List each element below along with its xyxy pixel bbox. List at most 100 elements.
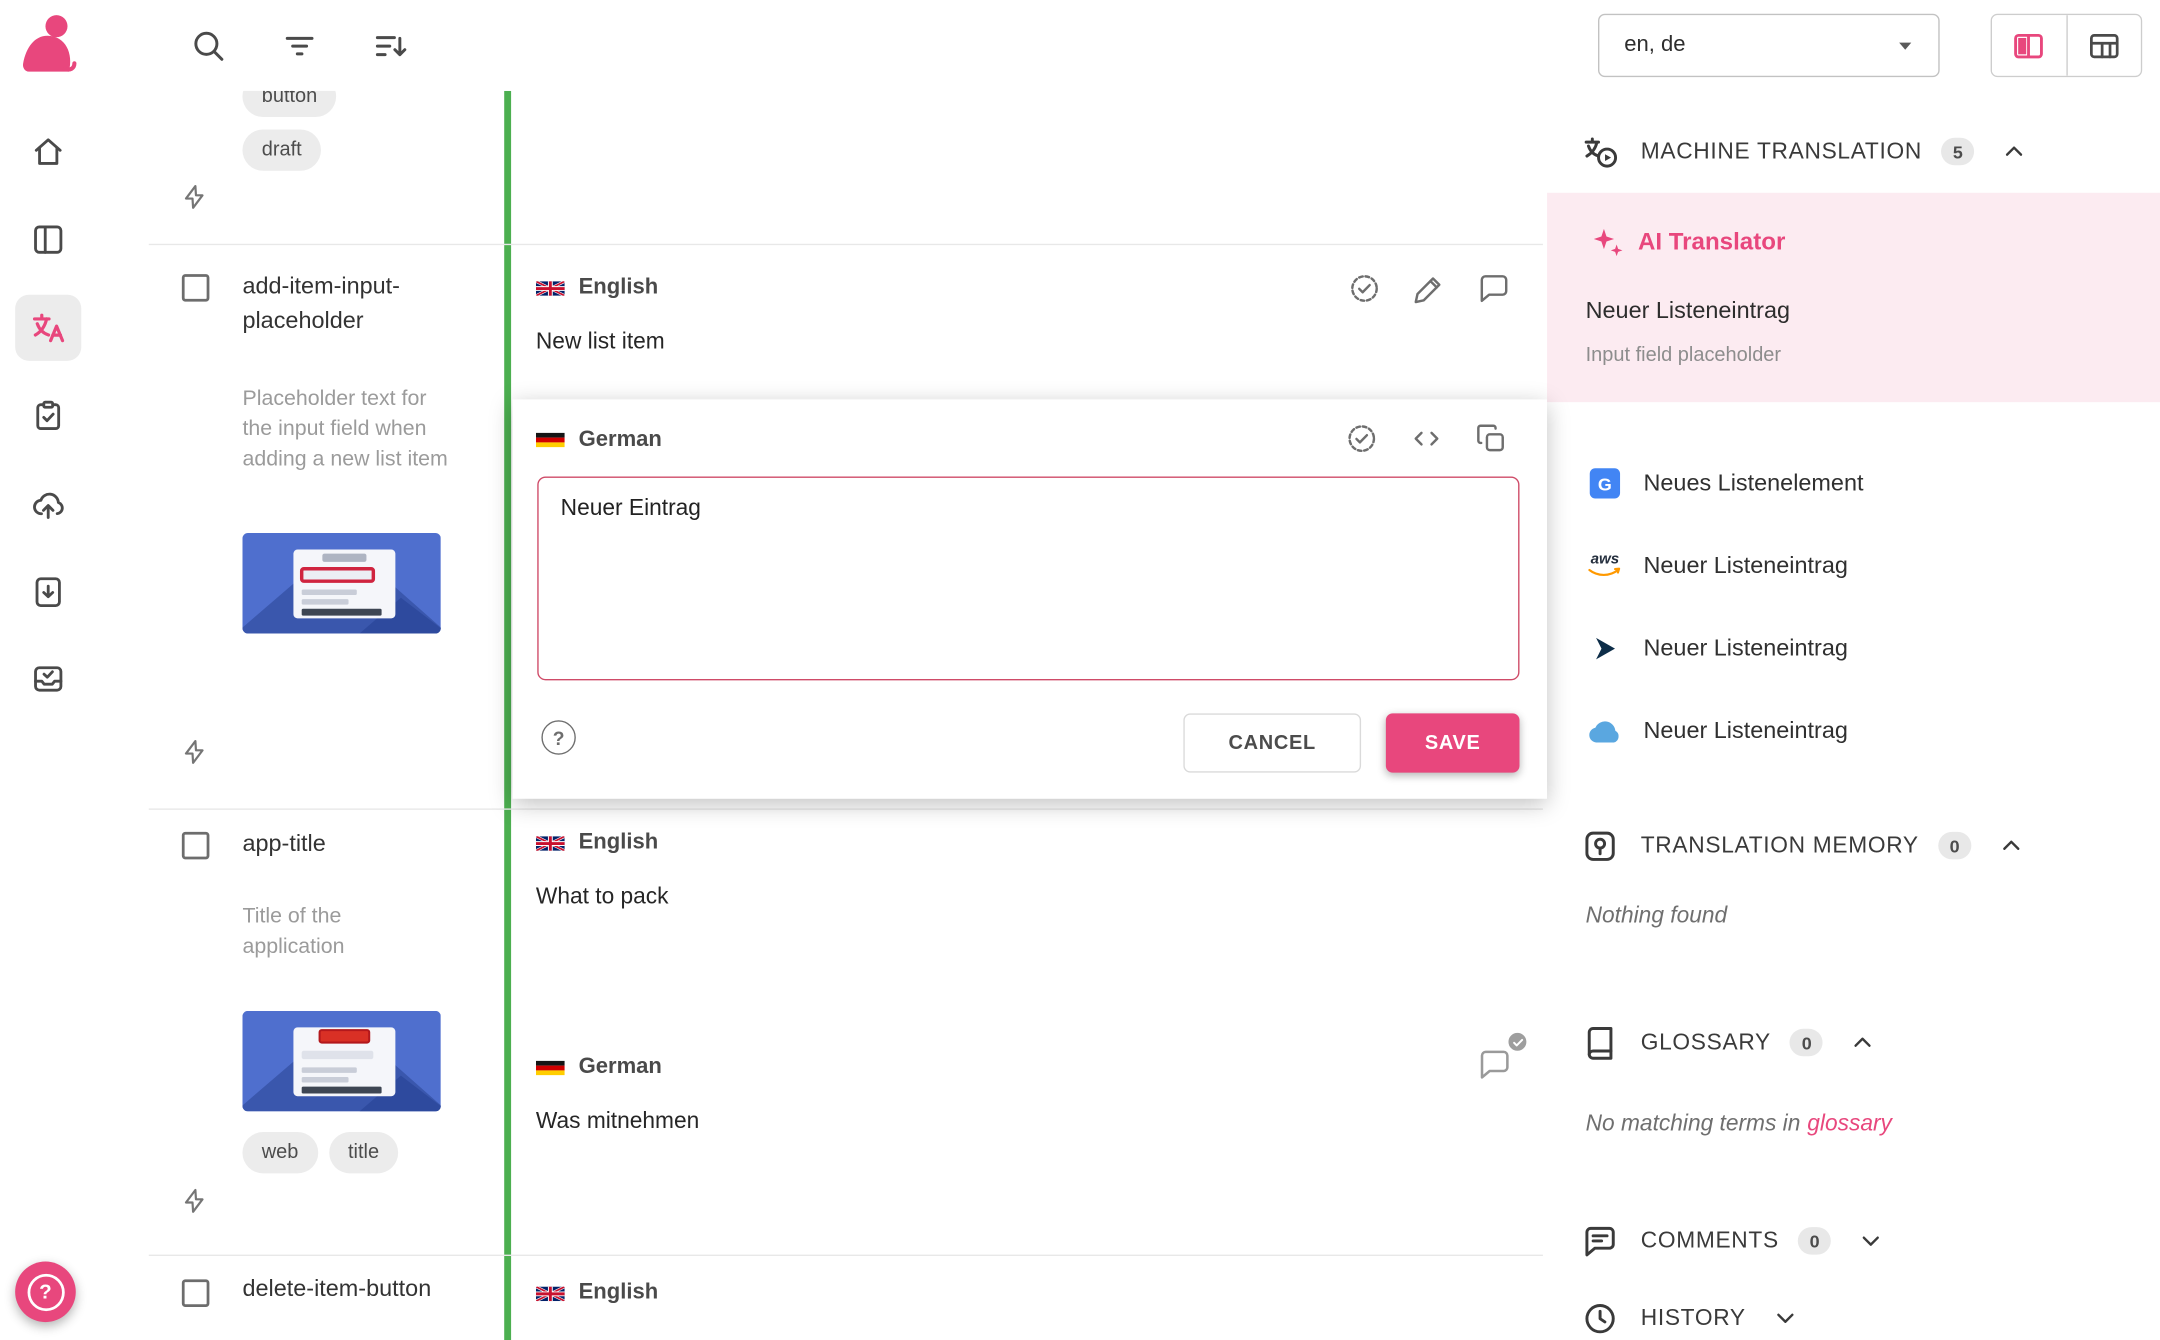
machine-translation-section-header[interactable]: MACHINE TRANSLATION 5	[1547, 121, 2160, 182]
key-checkbox[interactable]	[181, 1279, 210, 1307]
sidebar-item-export[interactable]	[15, 559, 81, 625]
dropdown-arrow-icon	[1899, 42, 1912, 50]
language-label: English	[578, 1280, 659, 1305]
topbar: en, de	[0, 0, 2160, 91]
check-badge-icon	[1505, 1030, 1530, 1054]
key-screenshot-thumbnail[interactable]	[242, 1010, 441, 1112]
sidebar	[0, 90, 127, 1340]
sparkles-icon	[1593, 228, 1623, 257]
question-mark-icon: ?	[26, 1273, 65, 1311]
language-label: German	[578, 428, 662, 452]
translate-icon	[32, 313, 65, 343]
mt-suggestion-cloud[interactable]: Neuer Listeneintrag	[1547, 701, 2160, 762]
aws-translate-icon: aws	[1587, 552, 1623, 580]
count-badge: 0	[1790, 1028, 1824, 1057]
split-view-button[interactable]	[1992, 15, 2066, 76]
sidebar-item-tasks[interactable]	[15, 383, 81, 449]
translation-state-icon[interactable]	[1347, 271, 1381, 305]
key-name[interactable]: app-title	[242, 830, 326, 857]
projects-icon	[34, 225, 63, 254]
file-download-icon	[35, 577, 61, 608]
suggestion-text: Neuer Listeneintrag	[1643, 552, 1848, 579]
translation-text[interactable]: What to pack	[535, 884, 669, 909]
tolgee-logo[interactable]	[18, 11, 79, 84]
suggestion-text: Neuer Listeneintrag	[1643, 634, 1848, 662]
glossary-link[interactable]: glossary	[1807, 1111, 1892, 1137]
resolved-comment-icon[interactable]	[1477, 1030, 1530, 1082]
sidebar-item-projects[interactable]	[15, 207, 81, 273]
auto-translated-icon	[180, 1187, 208, 1215]
table-view-button[interactable]	[2065, 15, 2141, 76]
translation-input[interactable]: Neuer Eintrag	[537, 476, 1520, 681]
code-view-icon[interactable]	[1409, 421, 1443, 455]
suggestion-text: Neuer Listeneintrag	[1643, 717, 1848, 744]
mt-suggestion-google[interactable]: G Neues Listenelement	[1547, 453, 2160, 514]
comment-icon[interactable]	[1477, 271, 1511, 305]
ai-translator-suggestion[interactable]: AI Translator Neuer Listeneintrag Input …	[1547, 192, 2160, 403]
save-button[interactable]: SAVE	[1385, 713, 1520, 773]
comments-section-header[interactable]: COMMENTS 0	[1547, 1211, 2160, 1272]
editor-help-icon[interactable]: ?	[541, 720, 576, 755]
count-badge: 0	[1798, 1227, 1832, 1255]
translation-text[interactable]: Was mitnehmen	[535, 1108, 700, 1134]
sidebar-item-translations[interactable]	[15, 294, 82, 361]
section-title: TRANSLATION MEMORY	[1640, 832, 1919, 858]
mt-suggestion-aws[interactable]: aws Neuer Listeneintrag	[1547, 536, 2160, 597]
help-fab-button[interactable]: ?	[15, 1261, 76, 1323]
key-checkbox[interactable]	[181, 831, 210, 860]
translation-editor: German Neuer Eintrag ? CANCEL SAVE	[512, 399, 1548, 799]
filter-button[interactable]	[280, 26, 319, 65]
chevron-down-icon	[1771, 1303, 1801, 1333]
tag-chip[interactable]: title	[328, 1132, 399, 1174]
glossary-section-header[interactable]: GLOSSARY 0	[1547, 1012, 2160, 1073]
sidebar-item-import[interactable]	[15, 471, 81, 537]
ai-suggestion-text: Neuer Listeneintrag	[1585, 297, 1791, 324]
chevron-down-icon	[1856, 1226, 1886, 1256]
key-name[interactable]: delete-item-button	[242, 1275, 432, 1302]
chevron-up-icon	[1848, 1027, 1878, 1057]
sort-button[interactable]	[371, 26, 410, 65]
editor-actions	[1345, 421, 1509, 455]
language-label: German	[578, 1054, 662, 1079]
inbox-check-icon	[34, 666, 63, 692]
section-title: GLOSSARY	[1640, 1029, 1771, 1055]
section-title: MACHINE TRANSLATION	[1640, 138, 1922, 164]
split-view-icon	[2014, 33, 2044, 58]
key-name[interactable]: add-item-input-placeholder	[242, 272, 400, 333]
search-button[interactable]	[189, 26, 228, 65]
translation-state-icon[interactable]	[1345, 421, 1379, 455]
chevron-up-icon	[1996, 830, 2026, 860]
translation-memory-icon	[1585, 830, 1615, 861]
translation-text[interactable]: New list item	[535, 329, 665, 354]
clipboard-check-icon	[36, 400, 61, 431]
key-checkbox[interactable]	[181, 274, 210, 302]
filter-icon	[285, 36, 313, 55]
tag-chip[interactable]: web	[242, 1132, 318, 1174]
german-flag-icon	[536, 430, 565, 451]
key-description: Title of the application	[242, 904, 345, 959]
sort-icon	[375, 35, 406, 56]
copy-icon[interactable]	[1474, 421, 1508, 455]
edit-icon[interactable]	[1412, 271, 1446, 305]
language-label: English	[578, 275, 659, 299]
sidebar-item-integrations[interactable]	[15, 646, 81, 712]
mt-suggestion-deepl[interactable]: Neuer Listeneintrag	[1547, 618, 2160, 679]
key-screenshot-thumbnail[interactable]	[242, 532, 441, 634]
glossary-empty-text: No matching terms in glossary	[1586, 1111, 1892, 1137]
history-section-header[interactable]: HISTORY	[1547, 1288, 2160, 1340]
language-select[interactable]: en, de	[1598, 13, 1940, 78]
history-clock-icon	[1585, 1303, 1615, 1333]
view-toggle-group	[1990, 13, 2143, 78]
translated-state-bar	[504, 90, 512, 1340]
chevron-up-icon	[1999, 136, 2029, 166]
deepl-icon	[1596, 637, 1616, 660]
sidebar-item-home[interactable]	[15, 118, 81, 184]
auto-translated-icon	[180, 738, 208, 766]
cancel-button[interactable]: CANCEL	[1183, 713, 1362, 773]
auto-translated-icon	[180, 183, 208, 211]
language-label: English	[578, 830, 659, 854]
translation-memory-section-header[interactable]: TRANSLATION MEMORY 0	[1547, 815, 2160, 876]
tag-chip[interactable]: draft	[242, 129, 322, 171]
count-badge: 5	[1941, 137, 1975, 166]
